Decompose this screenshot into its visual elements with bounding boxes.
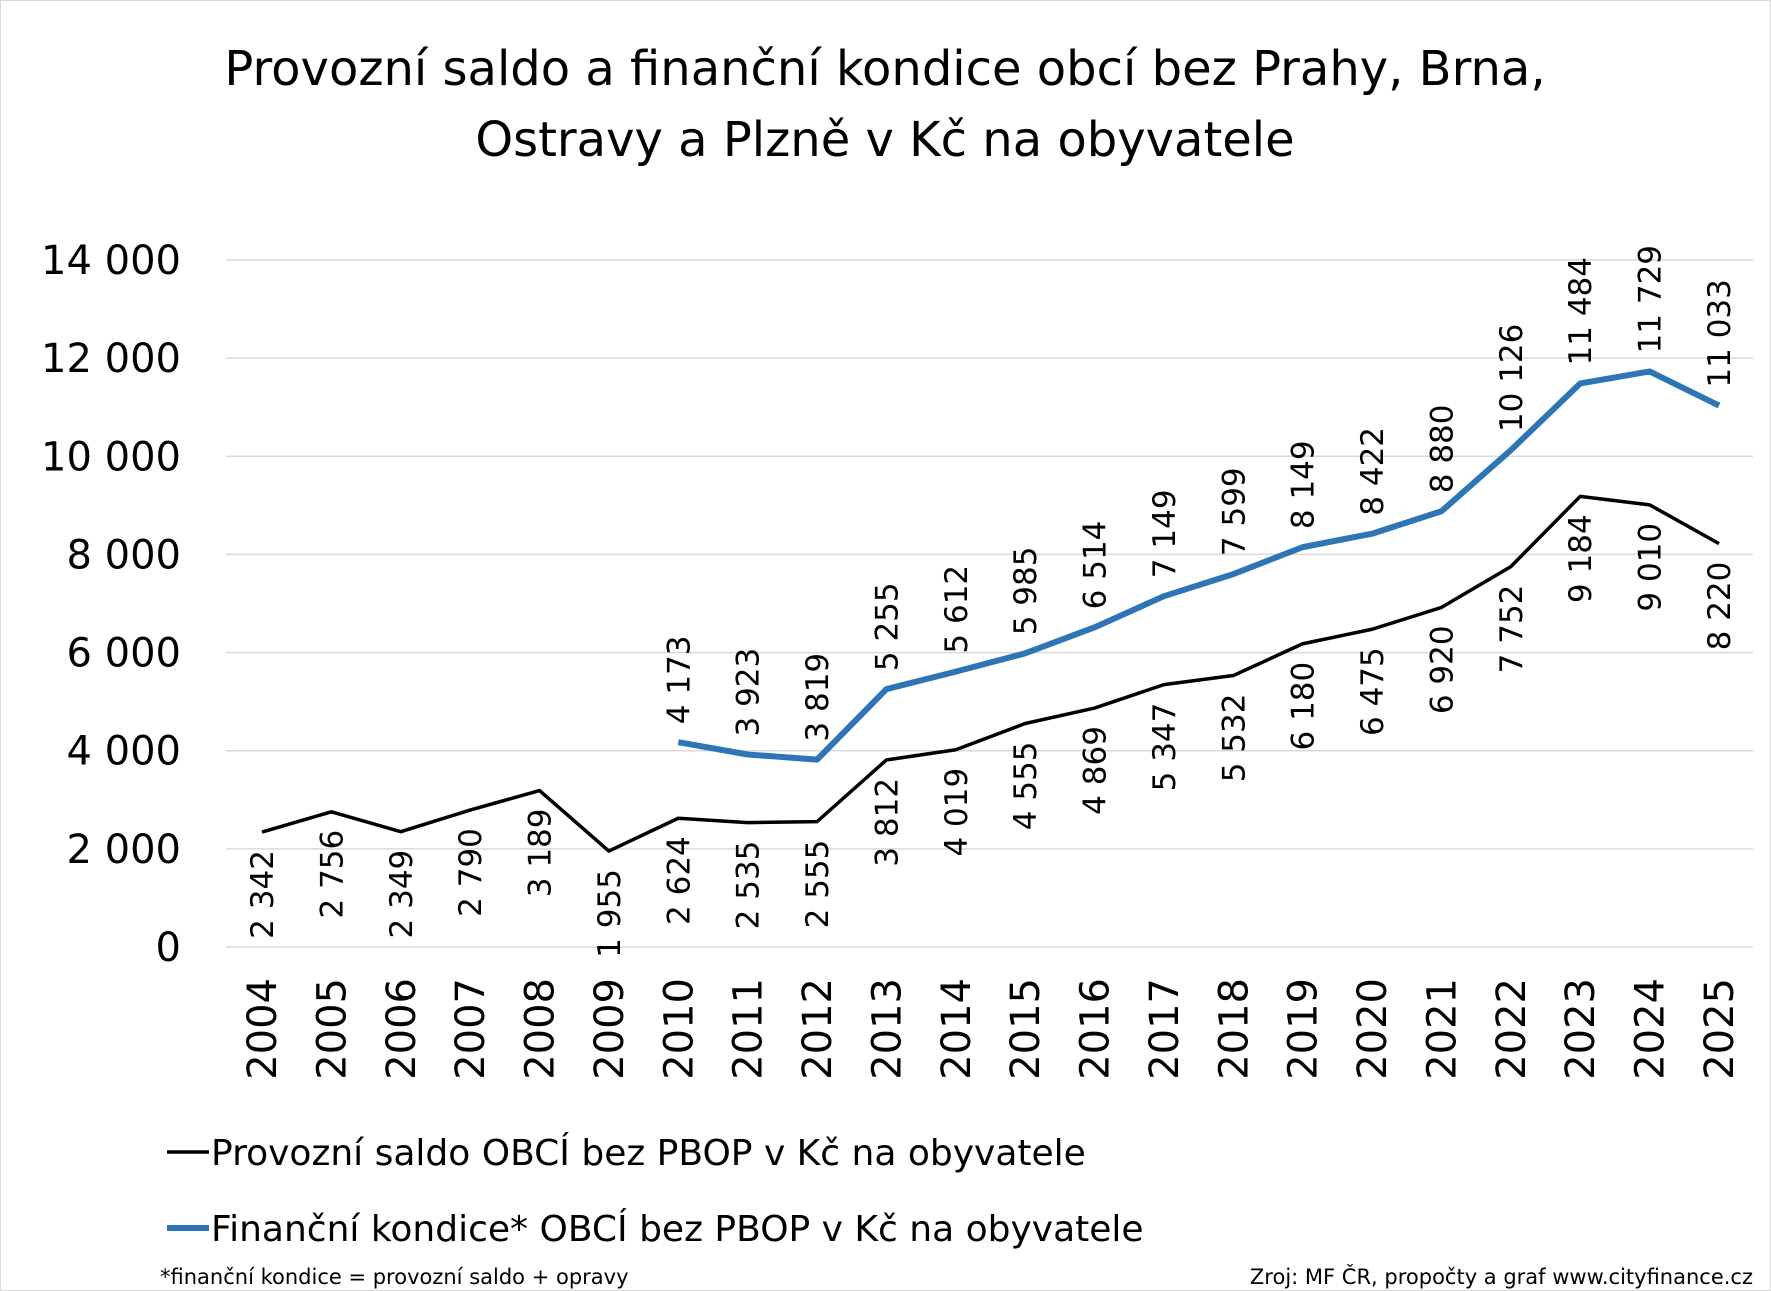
x-tick-label: 2008 — [518, 978, 564, 1080]
chart-title: Provozní saldo a finanční kondice obcí b… — [224, 41, 1545, 97]
data-label: 7 752 — [1494, 585, 1530, 674]
data-label: 2 349 — [384, 850, 420, 939]
data-label: 4 555 — [1008, 741, 1044, 830]
data-label: 9 184 — [1563, 514, 1599, 603]
data-label: 10 126 — [1494, 324, 1530, 432]
data-label: 3 189 — [523, 809, 559, 898]
x-tick-label: 2015 — [1003, 978, 1049, 1080]
legend-label: Provozní saldo OBCÍ bez PBOP v Kč na oby… — [211, 1132, 1086, 1174]
data-label: 8 880 — [1424, 404, 1460, 493]
chart-title: Ostravy a Plzně v Kč na obyvatele — [475, 112, 1294, 168]
data-label: 11 033 — [1702, 279, 1738, 387]
x-tick-label: 2025 — [1697, 978, 1743, 1080]
x-tick-label: 2005 — [309, 978, 355, 1080]
x-tick-label: 2014 — [934, 978, 980, 1080]
x-tick-label: 2011 — [726, 978, 772, 1080]
data-label: 7 599 — [1216, 467, 1252, 556]
x-tick-label: 2004 — [240, 978, 286, 1080]
y-tick-label: 8 000 — [66, 532, 181, 578]
y-tick-label: 6 000 — [66, 631, 181, 677]
x-tick-label: 2013 — [864, 978, 910, 1080]
y-tick-label: 0 — [156, 925, 181, 971]
x-tick-label: 2007 — [448, 978, 494, 1080]
data-label: 2 535 — [731, 841, 767, 930]
x-tick-label: 2022 — [1489, 978, 1535, 1080]
data-label: 3 812 — [869, 778, 905, 867]
footnote: *finanční kondice = provozní saldo + opr… — [160, 1265, 629, 1289]
x-tick-label: 2012 — [795, 978, 841, 1080]
source: Zroj: MF ČR, propočty a graf www.cityfin… — [1250, 1264, 1753, 1289]
x-tick-label: 2009 — [587, 978, 633, 1080]
data-label: 5 612 — [939, 565, 975, 654]
data-label: 5 532 — [1216, 694, 1252, 783]
series-line — [261, 494, 1720, 853]
data-label: 6 180 — [1286, 662, 1322, 751]
x-tick-label: 2019 — [1281, 978, 1327, 1080]
data-label: 4 019 — [939, 768, 975, 857]
x-tick-label: 2006 — [379, 978, 425, 1080]
y-tick-label: 4 000 — [66, 729, 181, 775]
data-label: 4 173 — [661, 635, 697, 724]
x-tick-label: 2010 — [656, 978, 702, 1080]
y-tick-label: 14 000 — [41, 238, 181, 284]
x-tick-label: 2016 — [1073, 978, 1119, 1080]
data-label: 11 484 — [1563, 257, 1599, 365]
data-label: 8 220 — [1702, 562, 1738, 651]
x-tick-label: 2020 — [1350, 978, 1396, 1080]
data-label: 6 920 — [1424, 625, 1460, 714]
y-tick-label: 12 000 — [41, 336, 181, 382]
data-label: 2 756 — [314, 830, 350, 919]
data-label: 2 342 — [245, 850, 281, 939]
x-tick-label: 2018 — [1211, 978, 1257, 1080]
data-label: 5 985 — [1008, 547, 1044, 636]
data-label: 7 149 — [1147, 489, 1183, 578]
x-tick-label: 2024 — [1628, 978, 1674, 1080]
data-label: 8 149 — [1286, 440, 1322, 529]
data-label: 2 790 — [453, 828, 489, 917]
legend-label: Finanční kondice* OBCÍ bez PBOP v Kč na … — [211, 1208, 1144, 1250]
data-label: 9 010 — [1633, 523, 1669, 612]
series-line — [677, 368, 1721, 763]
y-tick-label: 10 000 — [41, 434, 181, 480]
data-label: 2 624 — [661, 836, 697, 925]
y-tick-label: 2 000 — [66, 827, 181, 873]
data-label: 8 422 — [1355, 427, 1391, 516]
data-label: 11 729 — [1633, 245, 1669, 353]
x-tick-label: 2023 — [1558, 978, 1604, 1080]
data-label: 5 255 — [869, 582, 905, 671]
data-label: 5 347 — [1147, 703, 1183, 792]
data-label: 6 475 — [1355, 647, 1391, 736]
data-label: 3 923 — [731, 648, 767, 737]
data-label: 2 555 — [800, 840, 836, 929]
x-tick-label: 2021 — [1419, 978, 1465, 1080]
data-label: 6 514 — [1078, 521, 1114, 610]
data-label: 1 955 — [592, 869, 628, 958]
data-label: 3 819 — [800, 653, 836, 742]
data-label: 4 869 — [1078, 726, 1114, 815]
x-tick-label: 2017 — [1142, 978, 1188, 1080]
